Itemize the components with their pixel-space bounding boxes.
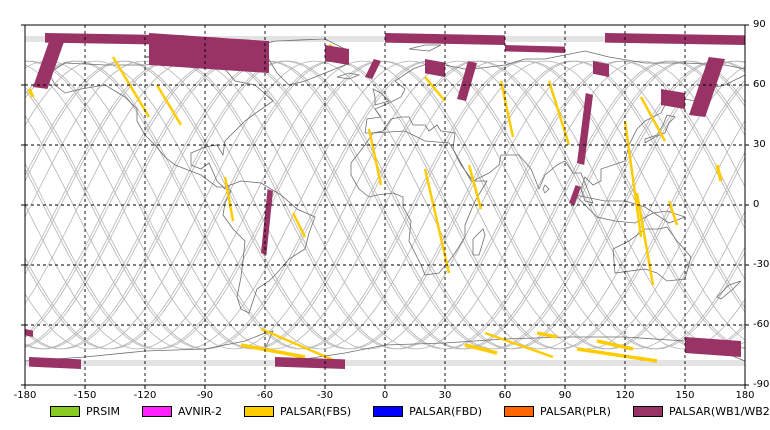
- palsar-fbs-footprint: [223, 176, 235, 222]
- legend-label: PALSAR(FBS): [279, 404, 352, 418]
- land-uk: [372, 88, 390, 106]
- palsar-fbs-footprint: [639, 96, 667, 142]
- palsar-wb-footprint: [261, 189, 273, 255]
- map-frame: [24, 24, 746, 386]
- legend-item: PALSAR(FBD): [373, 405, 482, 418]
- legend-label: PALSAR(WB1/WB2): [668, 404, 770, 418]
- legend-swatch: [142, 405, 172, 417]
- palsar-wb-footprint: [325, 45, 349, 65]
- y-tick-label-right: 90: [753, 19, 766, 30]
- legend-swatch: [632, 405, 663, 417]
- land-eurasia: [364, 50, 746, 204]
- palsar-fbs-footprint: [576, 347, 658, 363]
- map-plot-area: [21, 24, 749, 389]
- land-africa: [350, 130, 488, 276]
- x-tick-label: -180: [13, 390, 37, 401]
- palsar-wb-footprint: [25, 329, 33, 337]
- palsar-fbs-footprint: [291, 212, 307, 238]
- land-north-america: [48, 60, 274, 190]
- palsar-fbs-footprint: [596, 339, 634, 351]
- legend-label: PALSAR(PLR): [540, 404, 611, 418]
- palsar-wb-footprint: [33, 37, 65, 89]
- palsar-wb-footprint: [605, 33, 745, 45]
- palsar-fbs-footprint: [499, 80, 515, 138]
- lat-lon-grid: [21, 24, 749, 389]
- palsar-fbs-footprint: [715, 164, 723, 182]
- x-tick-label: -90: [196, 390, 214, 401]
- land-japan: [644, 114, 676, 144]
- x-tick-label: -60: [256, 390, 274, 401]
- land-new-zealand: [716, 280, 742, 300]
- palsar-fbs-footprint: [367, 128, 383, 186]
- y-tick-label-right: 30: [753, 139, 766, 150]
- land-australia: [612, 226, 692, 282]
- palsar-wb-footprint: [505, 45, 565, 53]
- land-madagascar: [472, 228, 486, 256]
- y-tick-label-right: 60: [753, 79, 766, 90]
- legend-swatch: [504, 405, 535, 417]
- palsar-wb-footprint: [689, 57, 725, 117]
- palsar-wb-footprint: [577, 93, 593, 165]
- legend-item: AVNIR-2: [142, 405, 222, 418]
- palsar-wb-footprint: [425, 59, 445, 77]
- land-south-america: [222, 180, 316, 314]
- palsar-wb-footprint: [149, 33, 269, 73]
- x-tick-label: -150: [73, 390, 97, 401]
- legend-label: AVNIR-2: [178, 404, 222, 418]
- land-iceland: [336, 72, 361, 80]
- palsar-wb-footprint: [275, 357, 345, 369]
- palsar-fbs-footprint: [467, 164, 483, 210]
- palsar-wb-footprint: [457, 61, 477, 101]
- x-tick-label: 30: [438, 390, 452, 401]
- x-tick-label: 60: [498, 390, 512, 401]
- legend-label: PALSAR(FBD): [409, 404, 483, 418]
- legend-item: PALSAR(WB1/WB2): [632, 404, 770, 418]
- palsar-fbs-footprint: [111, 56, 151, 118]
- palsar-wb-footprint: [661, 89, 685, 109]
- x-tick-label: 90: [558, 390, 572, 401]
- orbit-track: [24, 60, 746, 350]
- orbit-track: [24, 60, 746, 350]
- x-tick-label: 0: [381, 390, 389, 401]
- legend-item: PRSIM: [50, 405, 120, 418]
- legend-swatch: [243, 405, 274, 417]
- y-tick-label-right: -90: [753, 379, 770, 390]
- legend-item: PALSAR(FBS): [243, 404, 352, 418]
- palsar-wb-footprint: [365, 59, 381, 79]
- palsar-fbs-footprint: [155, 84, 183, 126]
- land-sri-lanka: [542, 184, 550, 194]
- orbit-track: [24, 60, 746, 350]
- land-svalbard: [408, 44, 442, 52]
- legend-swatch: [373, 405, 404, 417]
- land-indonesia: [574, 194, 687, 224]
- x-tick-label: -30: [316, 390, 334, 401]
- palsar-wb-footprint: [29, 357, 81, 369]
- palsar-wb-footprint: [685, 337, 741, 357]
- palsar-fbs-footprint: [424, 76, 446, 102]
- x-tick-label: 180: [735, 390, 755, 401]
- legend-label: PRSIM: [86, 404, 120, 418]
- x-tick-label: -120: [133, 390, 157, 401]
- palsar-fbs-footprint: [635, 192, 655, 286]
- legend-swatch: [50, 405, 80, 417]
- x-tick-label: 120: [615, 390, 635, 401]
- palsar-fbs-footprint: [464, 343, 498, 355]
- palsar-fbs-footprint: [27, 88, 35, 98]
- palsar-fbs-footprint: [547, 80, 571, 146]
- palsar-fbs-footprint: [484, 331, 554, 359]
- palsar-fbs-footprint: [667, 200, 679, 226]
- legend: PRSIM AVNIR-2 PALSAR(FBS) PALSAR(FBD) PALSAR…: [50, 403, 770, 419]
- palsar-wb-footprint: [593, 61, 609, 77]
- palsar-fbs-footprint: [623, 120, 643, 238]
- y-tick-label-right: -30: [753, 259, 770, 270]
- palsar-fbs-footprint: [240, 343, 306, 359]
- legend-item: PALSAR(PLR): [504, 405, 611, 418]
- palsar-wb-footprints: [25, 33, 745, 369]
- y-tick-label-right: 0: [753, 199, 760, 210]
- x-tick-label: 150: [675, 390, 695, 401]
- palsar-wb-footprint: [569, 185, 581, 205]
- palsar-fbs-footprint: [536, 331, 558, 339]
- y-tick-label-right: -60: [753, 319, 770, 330]
